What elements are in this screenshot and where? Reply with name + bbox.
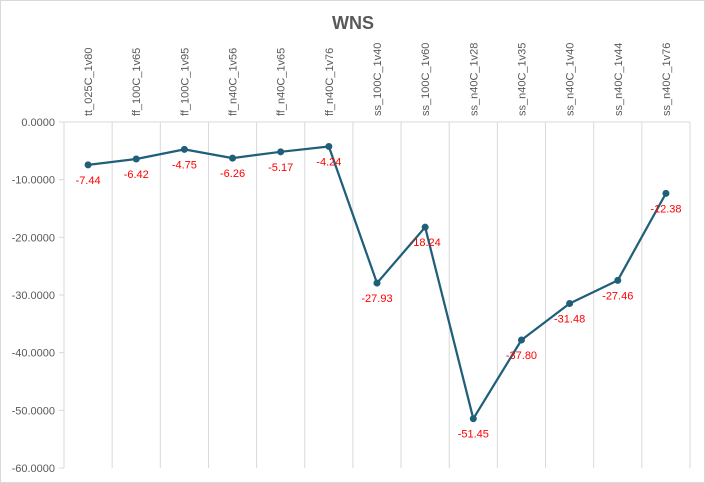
y-tick-label: -40.0000 bbox=[12, 348, 55, 360]
x-tick-label: ff_n40C_1v65 bbox=[276, 48, 288, 116]
data-label: -18.24 bbox=[410, 237, 441, 249]
data-point bbox=[277, 148, 285, 156]
data-point bbox=[325, 142, 333, 150]
data-label: -7.44 bbox=[76, 175, 101, 187]
data-point bbox=[180, 145, 188, 153]
data-point bbox=[132, 155, 140, 163]
x-tick-label: ss_n40C_1v35 bbox=[516, 43, 528, 116]
data-point bbox=[469, 415, 477, 423]
data-label: -4.75 bbox=[172, 159, 197, 171]
x-tick-label: ss_100C_1v40 bbox=[372, 43, 384, 116]
y-tick-label: -50.0000 bbox=[12, 405, 55, 417]
x-tick-label: tt_025C_1v80 bbox=[83, 48, 95, 117]
x-axis: tt_025C_1v80 ff_100C_1v65 ff_100C_1v95 ff_n… bbox=[83, 43, 673, 116]
data-label: -12.38 bbox=[650, 203, 681, 215]
x-tick-label: ss_n40C_1v44 bbox=[613, 43, 625, 116]
data-labels: -7.44 -6.42 -4.75 -6.26 -5.17 -4.24 -27.93 -18.… bbox=[76, 156, 682, 440]
x-tick-label: ss_n40C_1v40 bbox=[565, 43, 577, 116]
data-point bbox=[566, 300, 574, 308]
data-point bbox=[517, 336, 525, 344]
x-tick-label: ff_n40C_1v76 bbox=[324, 48, 336, 116]
data-label: -27.93 bbox=[361, 293, 392, 305]
x-tick-label: ff_n40C_1v56 bbox=[228, 48, 240, 116]
x-tick-label: ff_100C_1v65 bbox=[131, 48, 143, 116]
data-label: -51.45 bbox=[458, 429, 489, 441]
y-tick-label: -10.0000 bbox=[12, 175, 55, 187]
data-point bbox=[614, 276, 622, 284]
chart-title: WNS bbox=[332, 13, 374, 33]
data-label: -31.48 bbox=[554, 314, 585, 326]
x-tick-label: ss_n40C_1v76 bbox=[661, 43, 673, 116]
x-tick-label: ss_n40C_1v28 bbox=[468, 43, 480, 116]
data-point bbox=[421, 223, 429, 231]
y-tick-label: -20.0000 bbox=[12, 232, 55, 244]
data-point bbox=[229, 154, 237, 162]
y-axis: 0.0000 -10.0000 -20.0000 -30.0000 -40.0000 -5… bbox=[12, 117, 64, 475]
data-label: -6.26 bbox=[220, 168, 245, 180]
data-point bbox=[373, 279, 381, 287]
y-tick-label: 0.0000 bbox=[21, 117, 55, 129]
grid bbox=[63, 121, 691, 468]
data-point bbox=[662, 189, 670, 197]
series-wns bbox=[84, 142, 670, 423]
data-label: -4.24 bbox=[316, 156, 341, 168]
x-tick-label: ff_100C_1v95 bbox=[179, 48, 191, 116]
x-tick-label: ss_100C_1v60 bbox=[420, 43, 432, 116]
data-point bbox=[84, 161, 92, 169]
data-label: -6.42 bbox=[124, 169, 149, 181]
data-label: -27.46 bbox=[602, 290, 633, 302]
data-label: -37.80 bbox=[506, 350, 537, 362]
y-tick-label: -60.0000 bbox=[12, 463, 55, 475]
data-label: -5.17 bbox=[268, 162, 293, 174]
y-tick-label: -30.0000 bbox=[12, 290, 55, 302]
